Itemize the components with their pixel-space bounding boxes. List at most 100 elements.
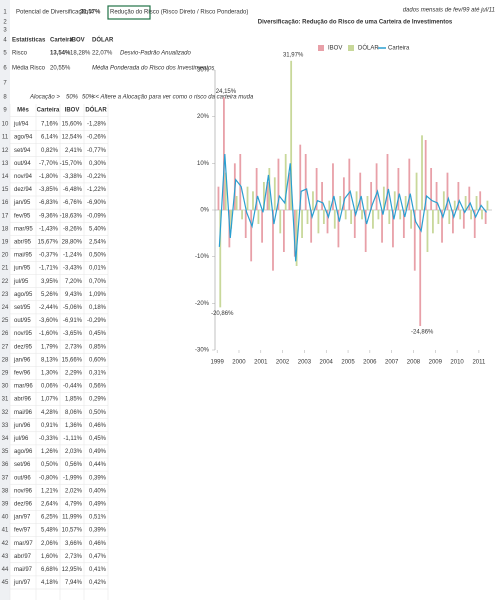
row-number: 10	[2, 122, 9, 128]
table-cell: -6,48%	[63, 187, 83, 193]
bar	[326, 210, 329, 234]
table-cell: set/95	[14, 305, 31, 311]
selected-cell[interactable]	[107, 5, 151, 20]
table-cell: 0,50%	[89, 253, 107, 259]
bar	[459, 210, 462, 220]
table-cell: -1,60%	[39, 331, 59, 337]
bar	[452, 210, 454, 234]
table-cell: jun/97	[13, 580, 31, 586]
chart-title: Diversificação: Redução do Risco de uma …	[258, 20, 453, 26]
row-number: 13	[2, 161, 9, 167]
bar	[404, 196, 407, 210]
bar	[410, 210, 413, 229]
table-cell: 0,51%	[89, 515, 107, 521]
table-cell: 7,20%	[65, 279, 83, 285]
table-cell: dez/95	[14, 344, 33, 350]
bar	[399, 210, 402, 220]
stats-header: IBOV	[70, 38, 85, 44]
bar	[239, 154, 242, 210]
row-number: 11	[2, 135, 9, 141]
row-number: 18	[2, 226, 9, 232]
row-number: 30	[2, 384, 9, 390]
legend-label: Carteira	[388, 46, 410, 52]
bar	[353, 210, 356, 238]
table-cell: 6,25%	[41, 515, 59, 521]
table-cell: mai/96	[14, 410, 33, 416]
table-cell: 12,95%	[62, 567, 83, 573]
mean-risk-cell: 20,55%	[50, 66, 71, 72]
table-cell: 4,79%	[65, 501, 83, 507]
x-tick-label: 2007	[385, 360, 399, 366]
row-number: 25	[2, 318, 9, 324]
bar	[475, 196, 478, 210]
table-cell: -3,85%	[39, 187, 59, 193]
y-tick-label: -20%	[195, 301, 210, 307]
mean-risk-cell: Média Risco	[12, 66, 46, 72]
x-tick-label: 2005	[341, 360, 355, 366]
table-cell: fev/95	[14, 213, 31, 219]
table-cell: 1,85%	[65, 397, 83, 403]
allocation-cell[interactable]: 50%	[82, 95, 95, 101]
bar	[413, 210, 416, 271]
row-number: 41	[2, 528, 9, 534]
table-cell: mai/95	[14, 253, 33, 259]
bar	[315, 168, 318, 210]
table-header: DÓLAR	[85, 106, 107, 114]
bar	[350, 210, 353, 224]
table-cell: -1,24%	[63, 253, 83, 259]
table-cell: 1,60%	[41, 554, 59, 560]
bar	[244, 210, 247, 238]
table-cell: dez/94	[14, 187, 33, 193]
summary-value: 31,57%	[80, 10, 101, 16]
row-number: 15	[2, 187, 9, 193]
bar	[382, 186, 385, 210]
bar	[306, 210, 309, 224]
table-cell: -6,76%	[63, 200, 83, 206]
table-cell: 7,94%	[65, 580, 83, 586]
table-header: Carteira	[37, 108, 60, 114]
bar	[446, 172, 449, 210]
table-cell: 0,45%	[89, 436, 107, 442]
bar	[317, 210, 320, 234]
table-cell: set/96	[14, 462, 31, 468]
table-cell: -3,38%	[63, 174, 83, 180]
allocation-cell: << Altere a Alocação para ver como o ris…	[92, 95, 254, 101]
table-cell: out/96	[14, 475, 31, 481]
bar	[301, 210, 303, 238]
table-cell: -1,99%	[63, 475, 83, 481]
bar	[279, 210, 282, 234]
bar	[397, 168, 400, 210]
bar	[372, 210, 374, 229]
table-cell: 10,57%	[62, 528, 83, 534]
row-number: 35	[2, 449, 9, 455]
mean-risk-cell: Média Ponderada do Risco dos Investiment…	[92, 66, 214, 72]
legend-label: DÓLAR	[358, 45, 379, 52]
table-cell: 5,48%	[41, 528, 59, 534]
table-cell: -0,09%	[87, 213, 107, 219]
table-cell: 28,80%	[62, 239, 83, 245]
table-cell: 0,42%	[89, 580, 107, 586]
allocation-cell[interactable]: 50%	[66, 95, 79, 101]
risk-cell: Desvio-Padrão Anualizado	[120, 51, 191, 57]
row-number: 40	[2, 515, 9, 521]
table-cell: 2,03%	[65, 449, 83, 455]
bar	[381, 210, 383, 243]
row-number: 34	[2, 436, 9, 442]
table-cell: 4,18%	[41, 580, 59, 586]
bar	[408, 158, 411, 210]
table-cell: 1,30%	[41, 370, 59, 376]
x-tick-label: 2003	[298, 360, 312, 366]
bar	[223, 97, 225, 210]
chart-subtitle: dados mensais de fev/99 até jul/11	[403, 8, 495, 14]
table-header: Mês	[17, 108, 29, 114]
table-cell: -3,60%	[39, 318, 59, 324]
bar	[217, 186, 220, 210]
y-tick-label: 10%	[197, 161, 210, 167]
table-cell: nov/94	[14, 174, 33, 180]
row-number: 20	[2, 253, 9, 259]
bar	[393, 191, 396, 210]
bar	[453, 200, 456, 210]
bar	[284, 154, 287, 210]
bar	[344, 210, 347, 220]
